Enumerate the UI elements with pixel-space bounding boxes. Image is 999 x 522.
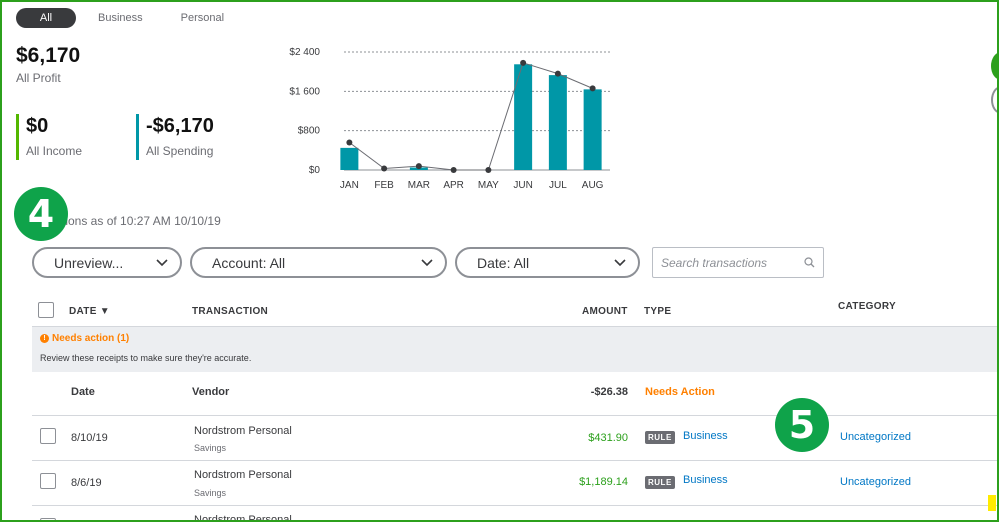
row-category-link[interactable]: Uncategorized xyxy=(840,431,911,443)
chevron-down-icon xyxy=(156,258,168,266)
transaction-column-header: TRANSACTION xyxy=(192,306,269,317)
search-icon xyxy=(804,257,815,268)
income-label: All Income xyxy=(26,144,83,158)
chart-bar xyxy=(583,89,602,170)
search-placeholder: Search transactions xyxy=(661,255,768,270)
needs-action-description: Review these receipts to make sure they'… xyxy=(40,353,252,363)
spending-amount: -$6,170 xyxy=(146,115,214,137)
chart-trend-line xyxy=(349,62,593,171)
table-row[interactable]: 8/6/19 Nordstrom Personal Savings $1,189… xyxy=(32,461,999,506)
step-badge-5: 5 xyxy=(775,398,829,452)
chart-trend-point xyxy=(450,167,457,173)
chevron-down-icon xyxy=(614,258,626,266)
tab-all[interactable]: All xyxy=(16,8,76,28)
chart-trend-point xyxy=(415,163,422,170)
type-column-header: TYPE xyxy=(644,306,672,317)
chart-x-tick-label: MAR xyxy=(408,180,430,191)
row-type-link[interactable]: Business xyxy=(683,474,728,486)
date-column-header[interactable]: DATE ▼ xyxy=(69,306,110,317)
profit-amount: $6,170 xyxy=(16,44,81,67)
needs-action-title-text: Needs action (1) xyxy=(52,333,130,344)
chevron-down-icon xyxy=(421,258,433,266)
row-account: Savings xyxy=(194,443,227,453)
receipt-date-label: Date xyxy=(71,386,95,398)
chart-bar xyxy=(514,64,533,170)
rule-badge: RULE xyxy=(645,476,675,489)
tab-personal[interactable]: Personal xyxy=(180,12,225,24)
chart-x-tick-label: JAN xyxy=(340,180,359,191)
chart-bar xyxy=(548,75,567,170)
receipt-row[interactable]: Date Vendor -$26.38 Needs Action xyxy=(32,372,999,416)
rule-badge: RULE xyxy=(645,431,675,444)
chart-x-tick-label: JUL xyxy=(549,180,567,191)
account-dropdown[interactable]: Account: All xyxy=(190,247,447,278)
date-dropdown-label: Date: All xyxy=(477,254,530,271)
highlight-marker xyxy=(988,495,996,511)
chart-y-tick-label: $0 xyxy=(309,165,321,176)
side-outline-button[interactable] xyxy=(991,86,999,114)
row-date: 8/10/19 xyxy=(71,432,108,444)
table-header: DATE ▼ TRANSACTION AMOUNT TYPE CATEGORY xyxy=(32,295,999,327)
receipt-amount: -$26.38 xyxy=(590,386,628,398)
row-checkbox[interactable] xyxy=(40,518,56,522)
filter-tabs: All Business Personal xyxy=(16,8,252,28)
profit-label: All Profit xyxy=(16,71,61,85)
filter-bar: Unreview... Account: All Date: All Searc… xyxy=(32,247,824,278)
needs-action-banner: ! Needs action (1) Review these receipts… xyxy=(32,327,999,372)
alert-icon: ! xyxy=(40,334,49,343)
row-type-link[interactable]: Business xyxy=(683,430,728,442)
account-dropdown-label: Account: All xyxy=(212,254,286,271)
chart-y-tick-label: $1 600 xyxy=(289,86,320,97)
row-date: 8/6/19 xyxy=(71,477,102,489)
row-category-link[interactable]: Uncategorized xyxy=(840,476,911,488)
category-column-header: CATEGORY xyxy=(838,301,896,312)
income-amount: $0 xyxy=(26,115,49,137)
receipt-status: Needs Action xyxy=(645,386,715,398)
chart-trend-point xyxy=(346,139,353,146)
row-vendor: Nordstrom Personal xyxy=(194,514,292,522)
chart-trend-point xyxy=(589,85,596,92)
chart-x-tick-label: AUG xyxy=(582,180,604,191)
status-dropdown[interactable]: Unreview... xyxy=(32,247,182,278)
chart-x-tick-label: MAY xyxy=(478,180,499,191)
row-vendor: Nordstrom Personal xyxy=(194,469,292,481)
needs-action-title: ! Needs action (1) xyxy=(40,333,129,344)
chart-trend-point xyxy=(485,167,492,173)
status-dropdown-label: Unreview... xyxy=(54,254,124,271)
select-all-checkbox[interactable] xyxy=(38,302,54,318)
chart-x-tick-label: JUN xyxy=(513,180,532,191)
as-of-text: tions as of 10:27 AM 10/10/19 xyxy=(62,214,221,228)
amount-column-header: AMOUNT xyxy=(582,306,628,317)
chart-bar xyxy=(340,147,359,170)
chart-x-tick-label: FEB xyxy=(374,180,394,191)
search-input[interactable]: Search transactions xyxy=(652,247,824,278)
row-account: Savings xyxy=(194,488,227,498)
row-amount: $1,189.14 xyxy=(579,476,628,488)
side-action-button[interactable] xyxy=(991,52,999,80)
chart-trend-point xyxy=(381,165,388,172)
chart-trend-point xyxy=(554,70,561,77)
row-checkbox[interactable] xyxy=(40,428,56,444)
row-vendor: Nordstrom Personal xyxy=(194,425,292,437)
income-stat[interactable]: $0 All Income xyxy=(16,114,82,160)
row-amount: $431.90 xyxy=(588,432,628,444)
chart-x-tick-label: APR xyxy=(443,180,464,191)
spending-label: All Spending xyxy=(146,144,214,158)
receipt-vendor-label: Vendor xyxy=(192,386,230,398)
tab-business[interactable]: Business xyxy=(98,12,143,24)
chart-y-tick-label: $800 xyxy=(298,126,321,137)
chart-y-tick-label: $2 400 xyxy=(289,47,320,58)
table-row[interactable]: 8/10/19 Nordstrom Personal Savings $431.… xyxy=(32,416,999,461)
row-checkbox[interactable] xyxy=(40,473,56,489)
table-row[interactable]: Nordstrom Personal xyxy=(32,506,999,522)
date-dropdown[interactable]: Date: All xyxy=(455,247,640,278)
chart-trend-point xyxy=(520,59,527,66)
step-badge-4: 4 xyxy=(14,187,68,241)
spending-chart: $0 $800 $1 600 $2 400 JAN FEB MAR APR MAY JUN JUL A… xyxy=(289,47,610,191)
spending-stat[interactable]: -$6,170 All Spending xyxy=(136,114,214,160)
